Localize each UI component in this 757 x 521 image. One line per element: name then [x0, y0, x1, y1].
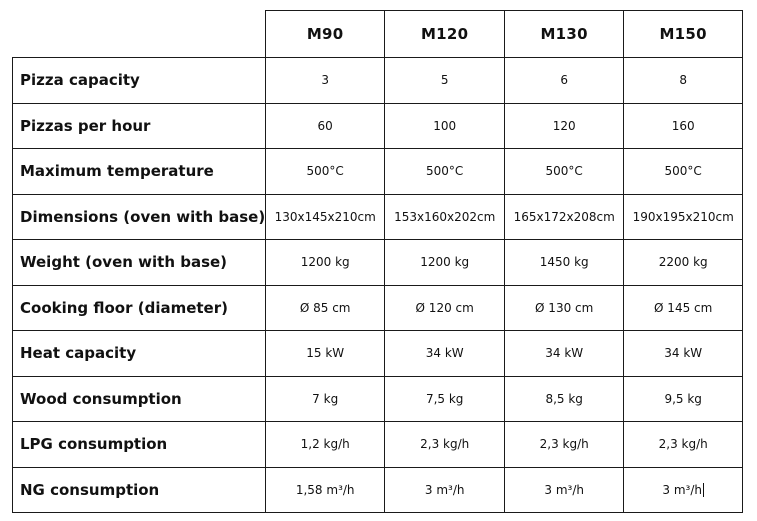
- table-cell[interactable]: 3: [265, 57, 386, 104]
- table-cell[interactable]: 190x195x210cm: [623, 193, 744, 240]
- model-header-m150: M150: [623, 10, 744, 58]
- table-cell-active[interactable]: 3 m³/h: [623, 466, 744, 513]
- table-row-cooking-floor: Cooking floor (diameter) Ø 85 cm Ø 120 c…: [11, 284, 744, 331]
- table-cell[interactable]: 500°C: [623, 148, 744, 195]
- row-label: Weight (oven with base): [11, 239, 267, 286]
- table-cell[interactable]: 15 kW: [265, 330, 386, 377]
- table-row-lpg-consumption: LPG consumption 1,2 kg/h 2,3 kg/h 2,3 kg…: [11, 421, 744, 468]
- table-cell[interactable]: 8: [623, 57, 744, 104]
- table-cell[interactable]: 9,5 kg: [623, 375, 744, 422]
- table-cell[interactable]: 34 kW: [623, 330, 744, 377]
- table-cell[interactable]: 153x160x202cm: [384, 193, 506, 240]
- table-cell[interactable]: 8,5 kg: [504, 375, 625, 422]
- table-cell[interactable]: 1,58 m³/h: [265, 466, 386, 513]
- table-cell[interactable]: Ø 120 cm: [384, 284, 506, 331]
- model-header-m120: M120: [384, 10, 506, 58]
- table-cell[interactable]: 2200 kg: [623, 239, 744, 286]
- table-cell[interactable]: 6: [504, 57, 625, 104]
- table-cell[interactable]: 1450 kg: [504, 239, 625, 286]
- table-row-dimensions: Dimensions (oven with base) 130x145x210c…: [11, 193, 744, 240]
- row-label: Pizzas per hour: [11, 102, 267, 149]
- table-cell[interactable]: 34 kW: [384, 330, 506, 377]
- table-cell[interactable]: 100: [384, 102, 506, 149]
- table-cell[interactable]: 7 kg: [265, 375, 386, 422]
- row-label: Maximum temperature: [11, 148, 267, 195]
- table-cell[interactable]: 3 m³/h: [384, 466, 506, 513]
- oven-specs-table: M90 M120 M130 M150 Pizza capacity 3 5 6 …: [11, 10, 744, 513]
- table-cell[interactable]: 1,2 kg/h: [265, 421, 386, 468]
- table-row-maximum-temperature: Maximum temperature 500°C 500°C 500°C 50…: [11, 148, 744, 195]
- row-label: LPG consumption: [11, 421, 267, 468]
- table-cell[interactable]: 500°C: [384, 148, 506, 195]
- table-row-pizzas-per-hour: Pizzas per hour 60 100 120 160: [11, 102, 744, 149]
- table-cell[interactable]: 120: [504, 102, 625, 149]
- table-cell[interactable]: 1200 kg: [384, 239, 506, 286]
- table-cell[interactable]: 165x172x208cm: [504, 193, 625, 240]
- empty-corner-cell: [12, 10, 267, 58]
- table-row-weight: Weight (oven with base) 1200 kg 1200 kg …: [11, 239, 744, 286]
- model-header-m90: M90: [265, 10, 386, 58]
- row-label: Dimensions (oven with base): [11, 193, 267, 240]
- cell-text: 3 m³/h: [662, 482, 702, 497]
- table-row-wood-consumption: Wood consumption 7 kg 7,5 kg 8,5 kg 9,5 …: [11, 375, 744, 422]
- row-label: Cooking floor (diameter): [11, 284, 267, 331]
- header-row: M90 M120 M130 M150: [12, 10, 744, 58]
- table-cell[interactable]: 1200 kg: [265, 239, 386, 286]
- table-cell[interactable]: 2,3 kg/h: [623, 421, 744, 468]
- row-label: Pizza capacity: [11, 57, 267, 104]
- row-label: Heat capacity: [11, 330, 267, 377]
- table-cell[interactable]: 500°C: [265, 148, 386, 195]
- table-cell[interactable]: 2,3 kg/h: [384, 421, 506, 468]
- table-cell[interactable]: Ø 130 cm: [504, 284, 625, 331]
- table-cell[interactable]: Ø 85 cm: [265, 284, 386, 331]
- table-cell[interactable]: 500°C: [504, 148, 625, 195]
- table-row-ng-consumption: NG consumption 1,58 m³/h 3 m³/h 3 m³/h 3…: [11, 466, 744, 513]
- table-cell[interactable]: 3 m³/h: [504, 466, 625, 513]
- table-cell[interactable]: 5: [384, 57, 506, 104]
- table-row-heat-capacity: Heat capacity 15 kW 34 kW 34 kW 34 kW: [11, 330, 744, 377]
- table-cell[interactable]: 160: [623, 102, 744, 149]
- table-cell[interactable]: 7,5 kg: [384, 375, 506, 422]
- table-cell[interactable]: 2,3 kg/h: [504, 421, 625, 468]
- table-cell[interactable]: Ø 145 cm: [623, 284, 744, 331]
- row-label: Wood consumption: [11, 375, 267, 422]
- table-cell[interactable]: 60: [265, 102, 386, 149]
- text-cursor: [702, 483, 704, 497]
- table-row-pizza-capacity: Pizza capacity 3 5 6 8: [11, 57, 744, 104]
- table-cell[interactable]: 130x145x210cm: [265, 193, 386, 240]
- row-label: NG consumption: [11, 466, 267, 513]
- model-header-m130: M130: [504, 10, 625, 58]
- table-cell[interactable]: 34 kW: [504, 330, 625, 377]
